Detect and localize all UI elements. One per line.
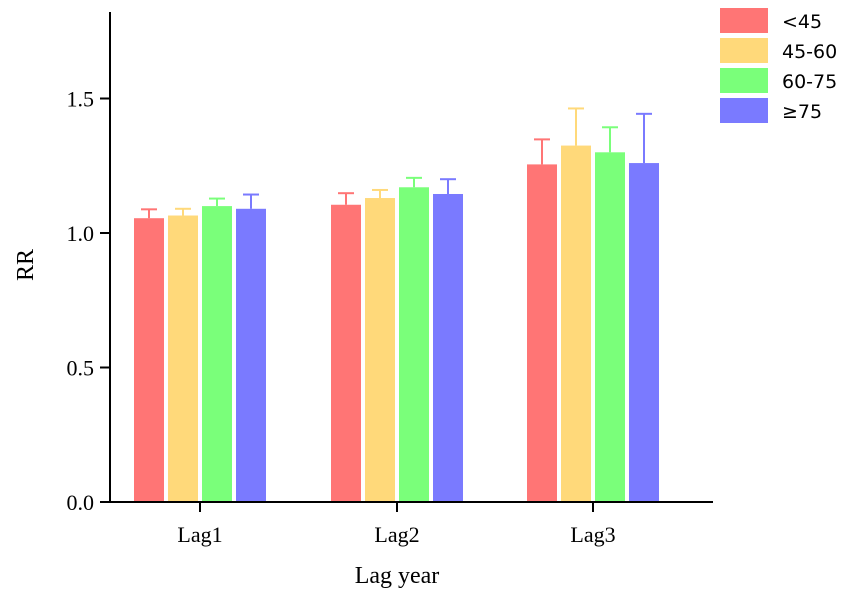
legend-label: 60-75 — [782, 71, 837, 93]
bars-layer — [134, 145, 659, 503]
bar — [236, 208, 266, 503]
x-axis-title: Lag year — [355, 563, 440, 589]
x-tick-label: Lag1 — [177, 522, 222, 547]
y-tick-label: 0.5 — [67, 356, 95, 381]
bar — [561, 145, 591, 502]
bar — [433, 193, 463, 502]
bar — [595, 152, 625, 503]
bar — [527, 164, 557, 502]
bar — [365, 198, 395, 502]
bar — [168, 215, 198, 502]
y-tick-label: 0.0 — [67, 490, 95, 515]
bar — [629, 163, 659, 502]
legend-label: <45 — [782, 11, 822, 33]
x-ticks: Lag1 Lag2 Lag3 — [177, 502, 616, 547]
bar — [331, 204, 361, 502]
bar — [399, 187, 429, 502]
legend-swatch — [720, 38, 768, 63]
legend-swatch — [720, 8, 768, 33]
legend-label: ≥75 — [782, 101, 822, 123]
legend-swatch — [720, 98, 768, 123]
legend: <45 45-60 60-75 ≥75 — [720, 8, 837, 123]
y-ticks: 0.0 0.5 1.0 1.5 — [67, 87, 110, 515]
bar — [134, 218, 164, 502]
x-tick-label: Lag3 — [570, 522, 615, 547]
y-tick-label: 1.0 — [67, 221, 95, 246]
bar — [202, 206, 232, 502]
y-axis-title: RR — [13, 249, 39, 281]
legend-label: 45-60 — [782, 41, 837, 63]
y-tick-label: 1.5 — [67, 87, 95, 112]
x-tick-label: Lag2 — [374, 522, 419, 547]
error-bars-layer — [141, 107, 652, 219]
legend-swatch — [720, 68, 768, 93]
